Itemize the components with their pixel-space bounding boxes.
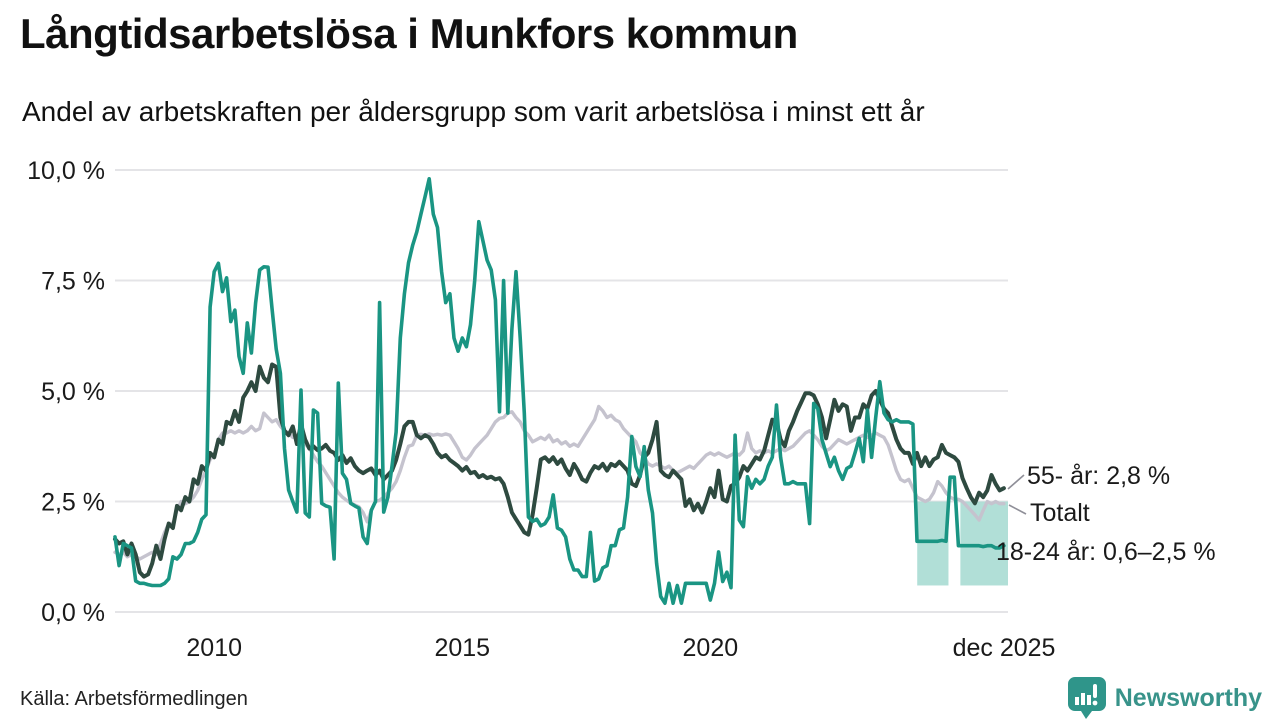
series-line [113, 404, 1006, 561]
chart-subtitle: Andel av arbetskraften per åldersgrupp s… [22, 96, 925, 127]
annotation-labels: 55- år: 2,8 % Totalt 18-24 år: 0,6–2,5 % [996, 462, 1216, 566]
x-tick-label: 2015 [434, 634, 490, 662]
uncertainty-band [960, 501, 1008, 586]
series-18-24-r [113, 177, 1006, 606]
label-18-24: 18-24 år: 0,6–2,5 % [996, 538, 1216, 566]
y-tick-label: 10,0 % [27, 157, 105, 185]
series-totalt [113, 404, 1006, 561]
newsworthy-wordmark: Newsworthy [1114, 683, 1262, 712]
x-tick-label: 2010 [186, 634, 242, 662]
series-line [113, 177, 1006, 606]
source-note: Källa: Arbetsförmedlingen [20, 688, 248, 710]
x-axis-labels: 2010 2015 2020 dec 2025 [186, 634, 1055, 662]
annotation-connectors [1007, 474, 1027, 515]
series-line [113, 362, 1006, 579]
y-tick-label: 5,0 % [41, 378, 105, 406]
annotation-connector [1008, 504, 1027, 515]
x-tick-label: 2020 [683, 634, 739, 662]
page-title: Långtidsarbetslösa i Munkfors kommun [20, 10, 798, 57]
uncertainty-band [917, 501, 949, 586]
newsworthy-logo: Newsworthy [1067, 676, 1262, 720]
gridlines [115, 169, 1008, 613]
x-tick-label: dec 2025 [953, 634, 1056, 662]
label-55: 55- år: 2,8 % [1027, 462, 1170, 490]
y-tick-label: 0,0 % [41, 599, 105, 627]
y-tick-label: 7,5 % [41, 268, 105, 296]
label-totalt: Totalt [1030, 499, 1090, 527]
newsworthy-bubble-chart-icon [1067, 677, 1106, 719]
y-axis-labels: 0,0 % 2,5 % 5,0 % 7,5 % 10,0 % [27, 157, 105, 627]
series-55-r [113, 362, 1006, 579]
y-tick-label: 2,5 % [41, 489, 105, 517]
annotation-connector [1007, 474, 1025, 490]
uncertainty-bands [917, 501, 1008, 586]
